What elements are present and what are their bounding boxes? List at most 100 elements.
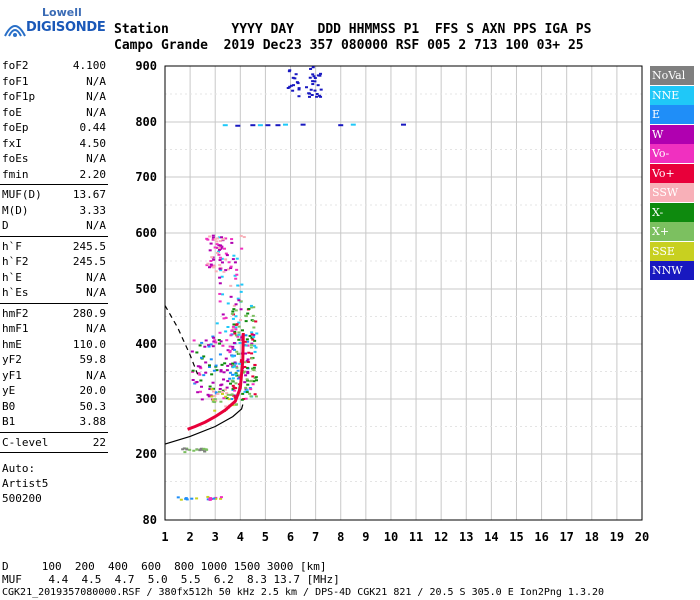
echo-point — [231, 355, 235, 358]
echo-point — [234, 372, 238, 375]
echo-point — [254, 376, 258, 379]
x-tick-label: 2 — [186, 530, 193, 544]
echo-point — [237, 325, 241, 328]
echo-point — [250, 352, 254, 355]
echo-point — [237, 333, 241, 336]
echo-point — [233, 261, 237, 264]
echo-point — [232, 365, 236, 368]
separator — [0, 235, 108, 237]
echo-point — [244, 315, 248, 318]
echo-point — [231, 348, 235, 351]
param-value: N/A — [86, 74, 106, 88]
echo-point — [214, 399, 218, 402]
echo-point — [244, 397, 248, 400]
echo-point — [252, 333, 256, 336]
echo-point — [190, 350, 194, 353]
param-name: foF2 — [2, 59, 29, 72]
echo-point — [218, 353, 222, 356]
param-name: yF2 — [2, 353, 22, 366]
echo-point — [212, 266, 216, 269]
echo-point — [191, 378, 195, 381]
echo-point — [311, 66, 315, 69]
legend-item: Vo- — [650, 144, 694, 163]
echo-point — [209, 343, 213, 346]
echo-point — [239, 308, 243, 311]
echo-point — [214, 341, 218, 344]
echo-point — [235, 257, 239, 260]
echo-point — [229, 267, 233, 270]
echo-point — [215, 322, 219, 325]
echo-point — [190, 497, 194, 500]
param-row: h`F 245.5 — [0, 239, 108, 255]
echo-point — [350, 123, 356, 126]
echo-point — [213, 394, 217, 397]
echo-point — [224, 330, 228, 333]
echo-point — [245, 391, 249, 394]
param-row: M(D) 3.33 — [0, 203, 108, 219]
echo-point — [195, 497, 199, 500]
echo-point — [234, 328, 238, 331]
echo-point — [176, 496, 180, 499]
echo-point — [218, 387, 222, 390]
echo-point — [206, 495, 210, 498]
echo-point — [208, 385, 212, 388]
echo-point — [210, 395, 214, 398]
echo-point — [220, 383, 224, 386]
param-value: N/A — [86, 219, 106, 232]
echo-point — [199, 379, 203, 382]
echo-point — [251, 368, 255, 371]
echo-point — [231, 327, 235, 330]
y-tick-label: 800 — [135, 115, 157, 129]
echo-point — [228, 351, 232, 354]
echo-point — [233, 354, 237, 357]
echo-point — [220, 236, 224, 239]
param-value: 3.33 — [79, 203, 107, 217]
x-tick-label: 10 — [384, 530, 398, 544]
echo-point — [338, 124, 344, 127]
echo-point — [218, 266, 222, 269]
echo-point — [238, 342, 242, 345]
echo-point — [207, 344, 211, 347]
echo-point — [218, 256, 222, 259]
echo-point — [218, 342, 222, 345]
echo-point — [297, 88, 301, 91]
echo-point — [400, 123, 406, 126]
echo-point — [205, 264, 209, 267]
echo-point — [239, 234, 243, 237]
echo-point — [222, 371, 226, 374]
echo-point — [236, 297, 240, 300]
echo-point — [242, 371, 246, 374]
echo-point — [235, 403, 239, 406]
autoscaling-info: Artist5 — [2, 477, 49, 490]
echo-point — [217, 339, 221, 342]
echo-point — [215, 369, 219, 372]
echo-point — [193, 382, 197, 385]
echo-point — [309, 67, 313, 70]
separator — [0, 431, 108, 433]
echo-point — [227, 261, 231, 264]
echo-point — [239, 290, 243, 293]
echo-point — [212, 369, 216, 372]
param-row: yF2 59.8 — [0, 352, 108, 368]
param-name: foE — [2, 105, 22, 119]
echo-point — [220, 275, 224, 278]
echo-point — [206, 238, 210, 241]
echo-point — [182, 447, 186, 450]
echo-point — [250, 124, 256, 127]
echo-point — [202, 355, 206, 358]
echo-point — [224, 388, 228, 391]
echo-point — [243, 361, 247, 364]
echo-point — [231, 317, 235, 320]
echo-point — [316, 74, 320, 77]
echo-point — [207, 365, 211, 368]
echo-point — [245, 378, 249, 381]
echo-point — [227, 398, 231, 401]
param-row: foF1 N/A — [0, 74, 108, 90]
echo-point — [247, 307, 251, 310]
x-axis-ticks: 1 2 3 4 5 6 7 8 9 10 11 12 13 14 15 16 17 18 19 20 — [161, 530, 649, 544]
param-row: MUF(D) 13.67 — [0, 187, 108, 203]
param-value: N/A — [86, 152, 106, 165]
echo-point — [240, 247, 244, 250]
echo-point — [218, 259, 222, 262]
echo-point — [208, 266, 212, 269]
